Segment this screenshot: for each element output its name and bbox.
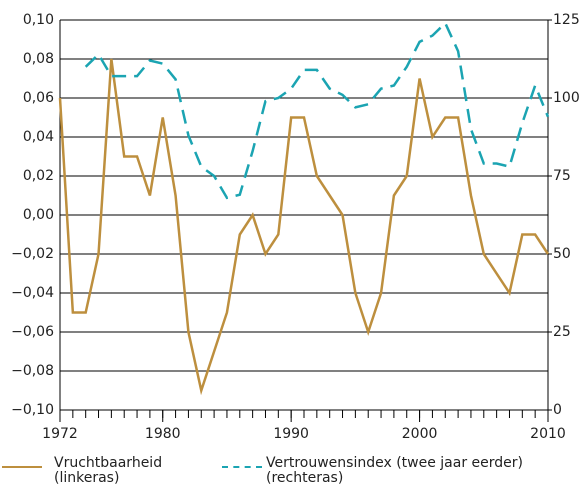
y-tick-label: −0,08 bbox=[11, 363, 54, 379]
y2-tick-label: 0 bbox=[553, 402, 562, 418]
x-tick-label: 2010 bbox=[530, 426, 566, 442]
legend-label: Vruchtbaarheid (linkeras) bbox=[54, 455, 163, 486]
x-tick-label: 1980 bbox=[145, 426, 181, 442]
legend-swatch bbox=[2, 466, 42, 468]
y-tick-label: 0,04 bbox=[23, 129, 54, 145]
legend-swatch bbox=[222, 466, 262, 468]
y2-tick-label: 100 bbox=[553, 90, 580, 106]
y2-tick-label: 25 bbox=[553, 324, 571, 340]
y2-tick-label: 50 bbox=[553, 246, 571, 262]
y-tick-label: 0,10 bbox=[23, 12, 54, 28]
y-tick-label: 0,00 bbox=[23, 207, 54, 223]
legend-label: Vertrouwensindex (twee jaar eerder) (rec… bbox=[266, 455, 524, 486]
y-tick-label: −0,10 bbox=[11, 402, 54, 418]
y-tick-label: −0,06 bbox=[11, 324, 54, 340]
y2-tick-label: 75 bbox=[553, 168, 571, 184]
series-line bbox=[58, 58, 550, 396]
y-tick-label: 0,06 bbox=[23, 90, 54, 106]
x-tick-label: 2000 bbox=[402, 426, 438, 442]
x-tick-label: 1990 bbox=[273, 426, 309, 442]
x-tick-label: 1972 bbox=[42, 426, 78, 442]
y-tick-label: 0,02 bbox=[23, 168, 54, 184]
plot: −0,10 −0,08 −0,06 −0,04 −0,02 0,00 0,02 0,04 0,0… bbox=[11, 12, 580, 442]
y-tick-label: −0,02 bbox=[11, 246, 54, 262]
series-line bbox=[84, 20, 550, 200]
y2-tick-label: 125 bbox=[553, 12, 580, 28]
y-tick-label: −0,04 bbox=[11, 285, 54, 301]
y-tick-label: 0,08 bbox=[23, 51, 54, 67]
